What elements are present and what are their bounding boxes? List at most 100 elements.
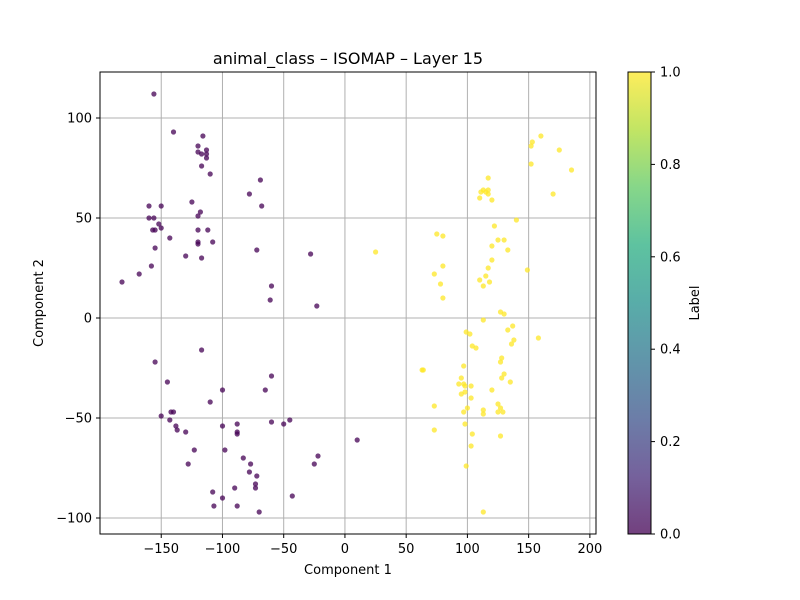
data-point-label-0 bbox=[158, 413, 164, 419]
data-point-label-1 bbox=[528, 161, 534, 167]
data-point-label-0 bbox=[268, 419, 275, 425]
data-point-label-1 bbox=[508, 341, 515, 347]
data-point-label-0 bbox=[252, 481, 259, 487]
data-point-label-1 bbox=[420, 367, 426, 373]
data-point-label-0 bbox=[248, 461, 254, 467]
data-point-label-0 bbox=[254, 247, 260, 253]
data-point-label-0 bbox=[222, 447, 228, 453]
data-point-label-0 bbox=[234, 503, 240, 509]
data-point-label-0 bbox=[232, 485, 238, 491]
data-point-label-1 bbox=[480, 407, 486, 413]
data-point-label-1 bbox=[511, 337, 517, 343]
data-point-label-1 bbox=[505, 327, 511, 333]
y-tick-label: 50 bbox=[75, 212, 92, 227]
data-point-label-1 bbox=[495, 409, 501, 415]
data-point-label-0 bbox=[219, 423, 226, 429]
data-point-label-0 bbox=[136, 271, 142, 277]
data-point-label-0 bbox=[268, 373, 275, 379]
data-point-label-0 bbox=[195, 213, 201, 219]
data-point-label-1 bbox=[462, 389, 468, 395]
data-point-label-1 bbox=[437, 281, 444, 287]
data-point-label-0 bbox=[246, 469, 252, 475]
colorbar-tick-label: 0.2 bbox=[660, 435, 681, 450]
data-point-label-0 bbox=[164, 379, 170, 385]
data-point-label-0 bbox=[205, 227, 211, 233]
y-tick-label: −100 bbox=[56, 512, 92, 527]
data-point-label-1 bbox=[469, 431, 475, 437]
data-point-label-0 bbox=[152, 359, 158, 365]
data-point-label-0 bbox=[199, 163, 205, 169]
x-tick-label: 50 bbox=[398, 542, 415, 557]
data-point-label-0 bbox=[211, 503, 217, 509]
data-point-label-1 bbox=[485, 175, 491, 181]
data-point-label-1 bbox=[497, 405, 504, 411]
data-point-label-0 bbox=[174, 427, 180, 433]
colorbar-tick-label: 0.6 bbox=[660, 250, 681, 265]
data-point-label-1 bbox=[568, 167, 575, 173]
data-point-label-0 bbox=[267, 297, 273, 303]
data-point-label-1 bbox=[491, 223, 497, 229]
data-point-label-1 bbox=[499, 375, 505, 381]
data-point-label-1 bbox=[477, 195, 483, 201]
data-point-label-0 bbox=[199, 255, 205, 261]
data-point-label-1 bbox=[489, 257, 495, 263]
data-point-label-0 bbox=[203, 151, 210, 157]
colorbar-frame bbox=[627, 71, 652, 535]
data-point-label-0 bbox=[199, 347, 205, 353]
chart-title: animal_class – ISOMAP – Layer 15 bbox=[213, 49, 483, 69]
data-point-label-1 bbox=[485, 187, 491, 193]
data-point-label-0 bbox=[151, 215, 157, 221]
data-point-label-0 bbox=[314, 303, 320, 309]
data-point-label-0 bbox=[289, 493, 295, 499]
data-point-label-0 bbox=[200, 133, 206, 139]
data-point-label-1 bbox=[480, 283, 486, 289]
data-point-label-1 bbox=[431, 403, 437, 409]
data-point-label-0 bbox=[158, 225, 164, 231]
data-point-label-1 bbox=[477, 277, 483, 283]
x-axis-ticks: −150 −100 −50 0 50 100 150 200 bbox=[143, 534, 602, 557]
data-point-label-0 bbox=[156, 221, 162, 227]
x-tick-label: 0 bbox=[341, 542, 349, 557]
data-points bbox=[119, 91, 575, 515]
data-point-label-0 bbox=[183, 429, 189, 435]
data-point-label-0 bbox=[195, 227, 201, 233]
data-point-label-1 bbox=[489, 197, 495, 203]
data-point-label-0 bbox=[207, 171, 213, 177]
data-point-label-1 bbox=[501, 237, 507, 243]
data-point-label-1 bbox=[556, 147, 562, 153]
data-point-label-1 bbox=[485, 191, 491, 197]
x-axis-label: Component 1 bbox=[304, 563, 392, 578]
data-point-label-1 bbox=[468, 395, 474, 401]
data-point-label-1 bbox=[467, 331, 473, 337]
data-point-label-1 bbox=[497, 433, 504, 439]
data-point-label-1 bbox=[480, 317, 486, 323]
data-point-label-1 bbox=[373, 249, 379, 255]
data-point-label-1 bbox=[505, 247, 511, 253]
data-point-label-0 bbox=[191, 447, 197, 453]
data-point-label-0 bbox=[210, 239, 216, 245]
data-point-label-0 bbox=[151, 91, 157, 97]
colorbar-tick-label: 0.4 bbox=[660, 343, 681, 358]
x-tick-label: 200 bbox=[577, 542, 602, 557]
data-point-label-0 bbox=[210, 489, 216, 495]
data-point-label-1 bbox=[538, 133, 544, 139]
data-point-label-0 bbox=[203, 147, 210, 153]
data-point-label-1 bbox=[473, 345, 479, 351]
data-point-label-1 bbox=[440, 295, 446, 301]
data-point-label-1 bbox=[529, 139, 535, 145]
data-point-label-0 bbox=[311, 461, 317, 467]
data-point-label-1 bbox=[528, 143, 534, 149]
data-point-label-0 bbox=[354, 437, 360, 443]
data-point-label-1 bbox=[489, 387, 495, 393]
data-point-label-1 bbox=[461, 363, 467, 369]
data-point-label-0 bbox=[170, 129, 177, 135]
colorbar bbox=[628, 72, 651, 534]
data-point-label-1 bbox=[489, 243, 495, 249]
data-point-label-0 bbox=[252, 485, 259, 491]
data-point-label-0 bbox=[146, 203, 152, 209]
data-point-label-0 bbox=[152, 227, 158, 233]
data-point-label-0 bbox=[287, 417, 293, 423]
data-point-label-1 bbox=[513, 217, 520, 223]
data-point-label-0 bbox=[246, 191, 252, 197]
